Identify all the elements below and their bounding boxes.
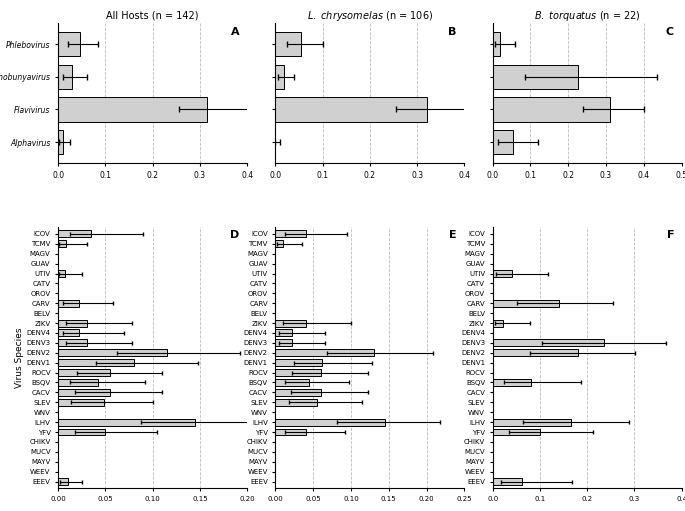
Bar [493,379,532,386]
Bar [58,478,68,485]
Bar [275,379,310,386]
Bar [275,369,321,376]
Text: F: F [667,230,674,240]
Bar [493,300,559,307]
Title: $\mathit{L.\ chrysomelas}$ (n = 106): $\mathit{L.\ chrysomelas}$ (n = 106) [307,9,433,23]
Bar [58,230,91,237]
Bar [493,97,610,122]
Bar [275,419,385,426]
Bar [493,419,571,426]
Bar [58,429,105,435]
Bar [275,319,306,327]
Bar [493,270,512,277]
Bar [58,97,207,122]
Bar [493,429,540,435]
Bar [58,319,86,327]
Text: A: A [231,27,240,37]
Bar [58,369,110,376]
Bar [58,300,79,307]
Title: $\mathit{B.\ torquatus}$ (n = 22): $\mathit{B.\ torquatus}$ (n = 22) [534,9,640,23]
Bar [275,359,323,366]
Bar [493,130,514,154]
Bar [493,64,577,89]
Bar [275,32,301,56]
Bar [275,230,306,237]
Bar [58,339,86,346]
Bar [493,478,522,485]
Bar [58,399,103,406]
Bar [275,64,284,89]
Bar [58,330,79,336]
Text: E: E [449,230,457,240]
Bar [275,330,292,336]
Bar [58,379,98,386]
Bar [58,32,80,56]
Title: All Hosts (n = 142): All Hosts (n = 142) [106,11,199,21]
Bar [493,350,577,356]
Text: D: D [230,230,240,240]
Bar [58,389,110,396]
Bar [275,350,374,356]
Bar [58,130,63,154]
Bar [58,359,134,366]
Bar [493,319,503,327]
Bar [58,350,167,356]
Bar [58,240,66,247]
Bar [58,419,195,426]
Bar [275,339,292,346]
Bar [275,429,306,435]
Bar [493,339,603,346]
Bar [275,97,427,122]
Text: B: B [449,27,457,37]
Bar [58,64,73,89]
Text: C: C [666,27,674,37]
Bar [275,240,283,247]
Y-axis label: Virus Species: Virus Species [14,328,24,388]
Bar [493,32,500,56]
Bar [275,399,317,406]
Bar [275,389,321,396]
Bar [58,270,65,277]
